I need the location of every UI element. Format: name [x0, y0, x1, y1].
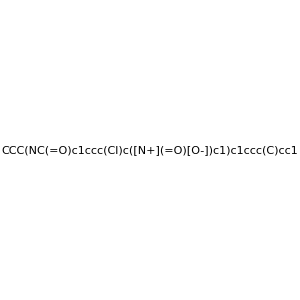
Text: CCC(NC(=O)c1ccc(Cl)c([N+](=O)[O-])c1)c1ccc(C)cc1: CCC(NC(=O)c1ccc(Cl)c([N+](=O)[O-])c1)c1c… [2, 145, 298, 155]
